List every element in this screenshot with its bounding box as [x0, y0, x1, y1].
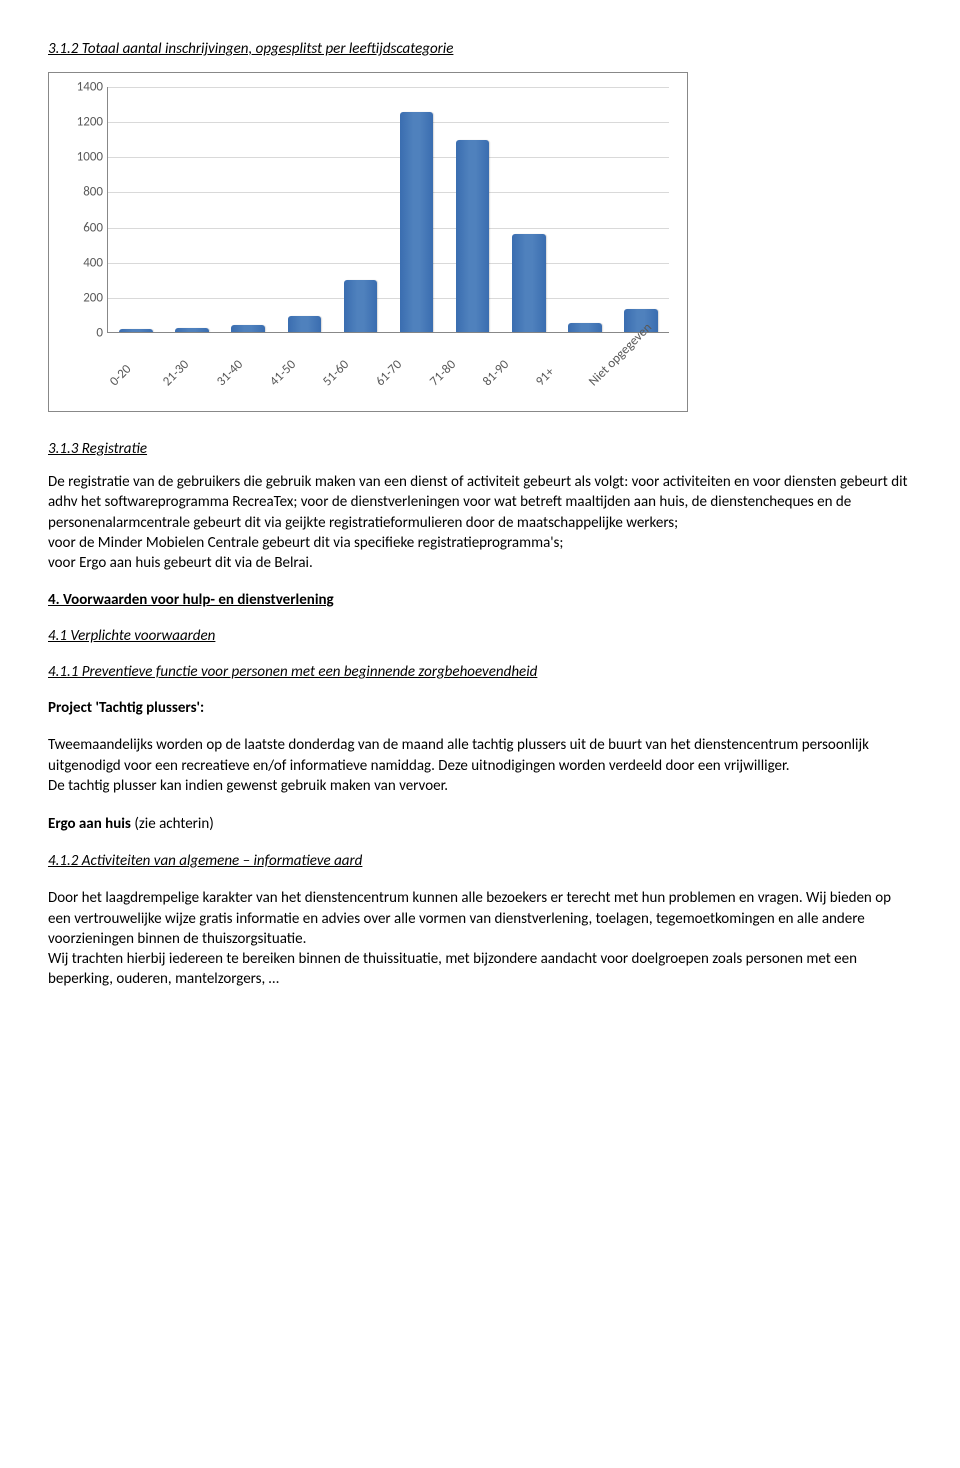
ergo-suffix: (zie achterin): [131, 815, 214, 833]
registratie-paragraph: De registratie van de gebruikers die geb…: [48, 472, 912, 573]
chart-ytick: 1400: [63, 80, 103, 95]
last-paragraph: Door het laagdrempelige karakter van het…: [48, 888, 912, 989]
section-4-title: 4. Voorwaarden voor hulp- en dienstverle…: [48, 591, 912, 609]
chart-bar: [231, 325, 265, 332]
chart-ytick: 200: [63, 290, 103, 305]
section-313-title: 3.1.3 Registratie: [48, 440, 912, 458]
ergo-label: Ergo aan huis: [48, 815, 131, 833]
chart-bars: [108, 87, 669, 332]
chart-plot-area: [107, 87, 669, 333]
chart-bar-slot: [276, 87, 332, 332]
chart-bar: [344, 280, 378, 333]
chart-bar-slot: [557, 87, 613, 332]
chart-bar-slot: [220, 87, 276, 332]
chart-ytick: 400: [63, 255, 103, 270]
chart-bar: [288, 316, 322, 332]
section-312-title: 3.1.2 Totaal aantal inschrijvingen, opge…: [48, 40, 912, 58]
chart-ytick: 0: [63, 326, 103, 341]
chart-xtick: Niet opgegeven: [586, 320, 691, 425]
section-411-title: 4.1.1 Preventieve functie voor personen …: [48, 663, 912, 681]
chart-bar: [119, 329, 153, 332]
chart-ytick: 800: [63, 185, 103, 200]
section-412-title: 4.1.2 Activiteiten van algemene – inform…: [48, 852, 912, 870]
chart-bar-slot: [613, 87, 669, 332]
chart-bar-slot: [445, 87, 501, 332]
chart-bar-slot: [332, 87, 388, 332]
chart-bar-slot: [164, 87, 220, 332]
chart-bar: [175, 328, 209, 332]
chart-x-axis: 0-2021-3031-4041-5051-6061-7071-8081-909…: [107, 339, 669, 405]
chart-bar: [400, 112, 434, 333]
chart-bar-slot: [388, 87, 444, 332]
ergo-line: Ergo aan huis (zie achterin): [48, 814, 912, 834]
project-tachtig-label: Project 'Tachtig plussers':: [48, 699, 912, 717]
chart-bar: [456, 140, 490, 333]
chart-bar: [512, 234, 546, 332]
section-41-title: 4.1 Verplichte voorwaarden: [48, 627, 912, 645]
chart-ytick: 600: [63, 220, 103, 235]
chart-ytick: 1000: [63, 150, 103, 165]
chart-bar-slot: [108, 87, 164, 332]
chart-container: 0 200 400 600 800 1000 1200 1400 0-2021-3031-40…: [48, 72, 688, 412]
chart-ytick: 1200: [63, 115, 103, 130]
tachtig-paragraph: Tweemaandelijks worden op de laatste don…: [48, 735, 912, 796]
chart-bar: [568, 323, 602, 332]
chart-bar-slot: [501, 87, 557, 332]
